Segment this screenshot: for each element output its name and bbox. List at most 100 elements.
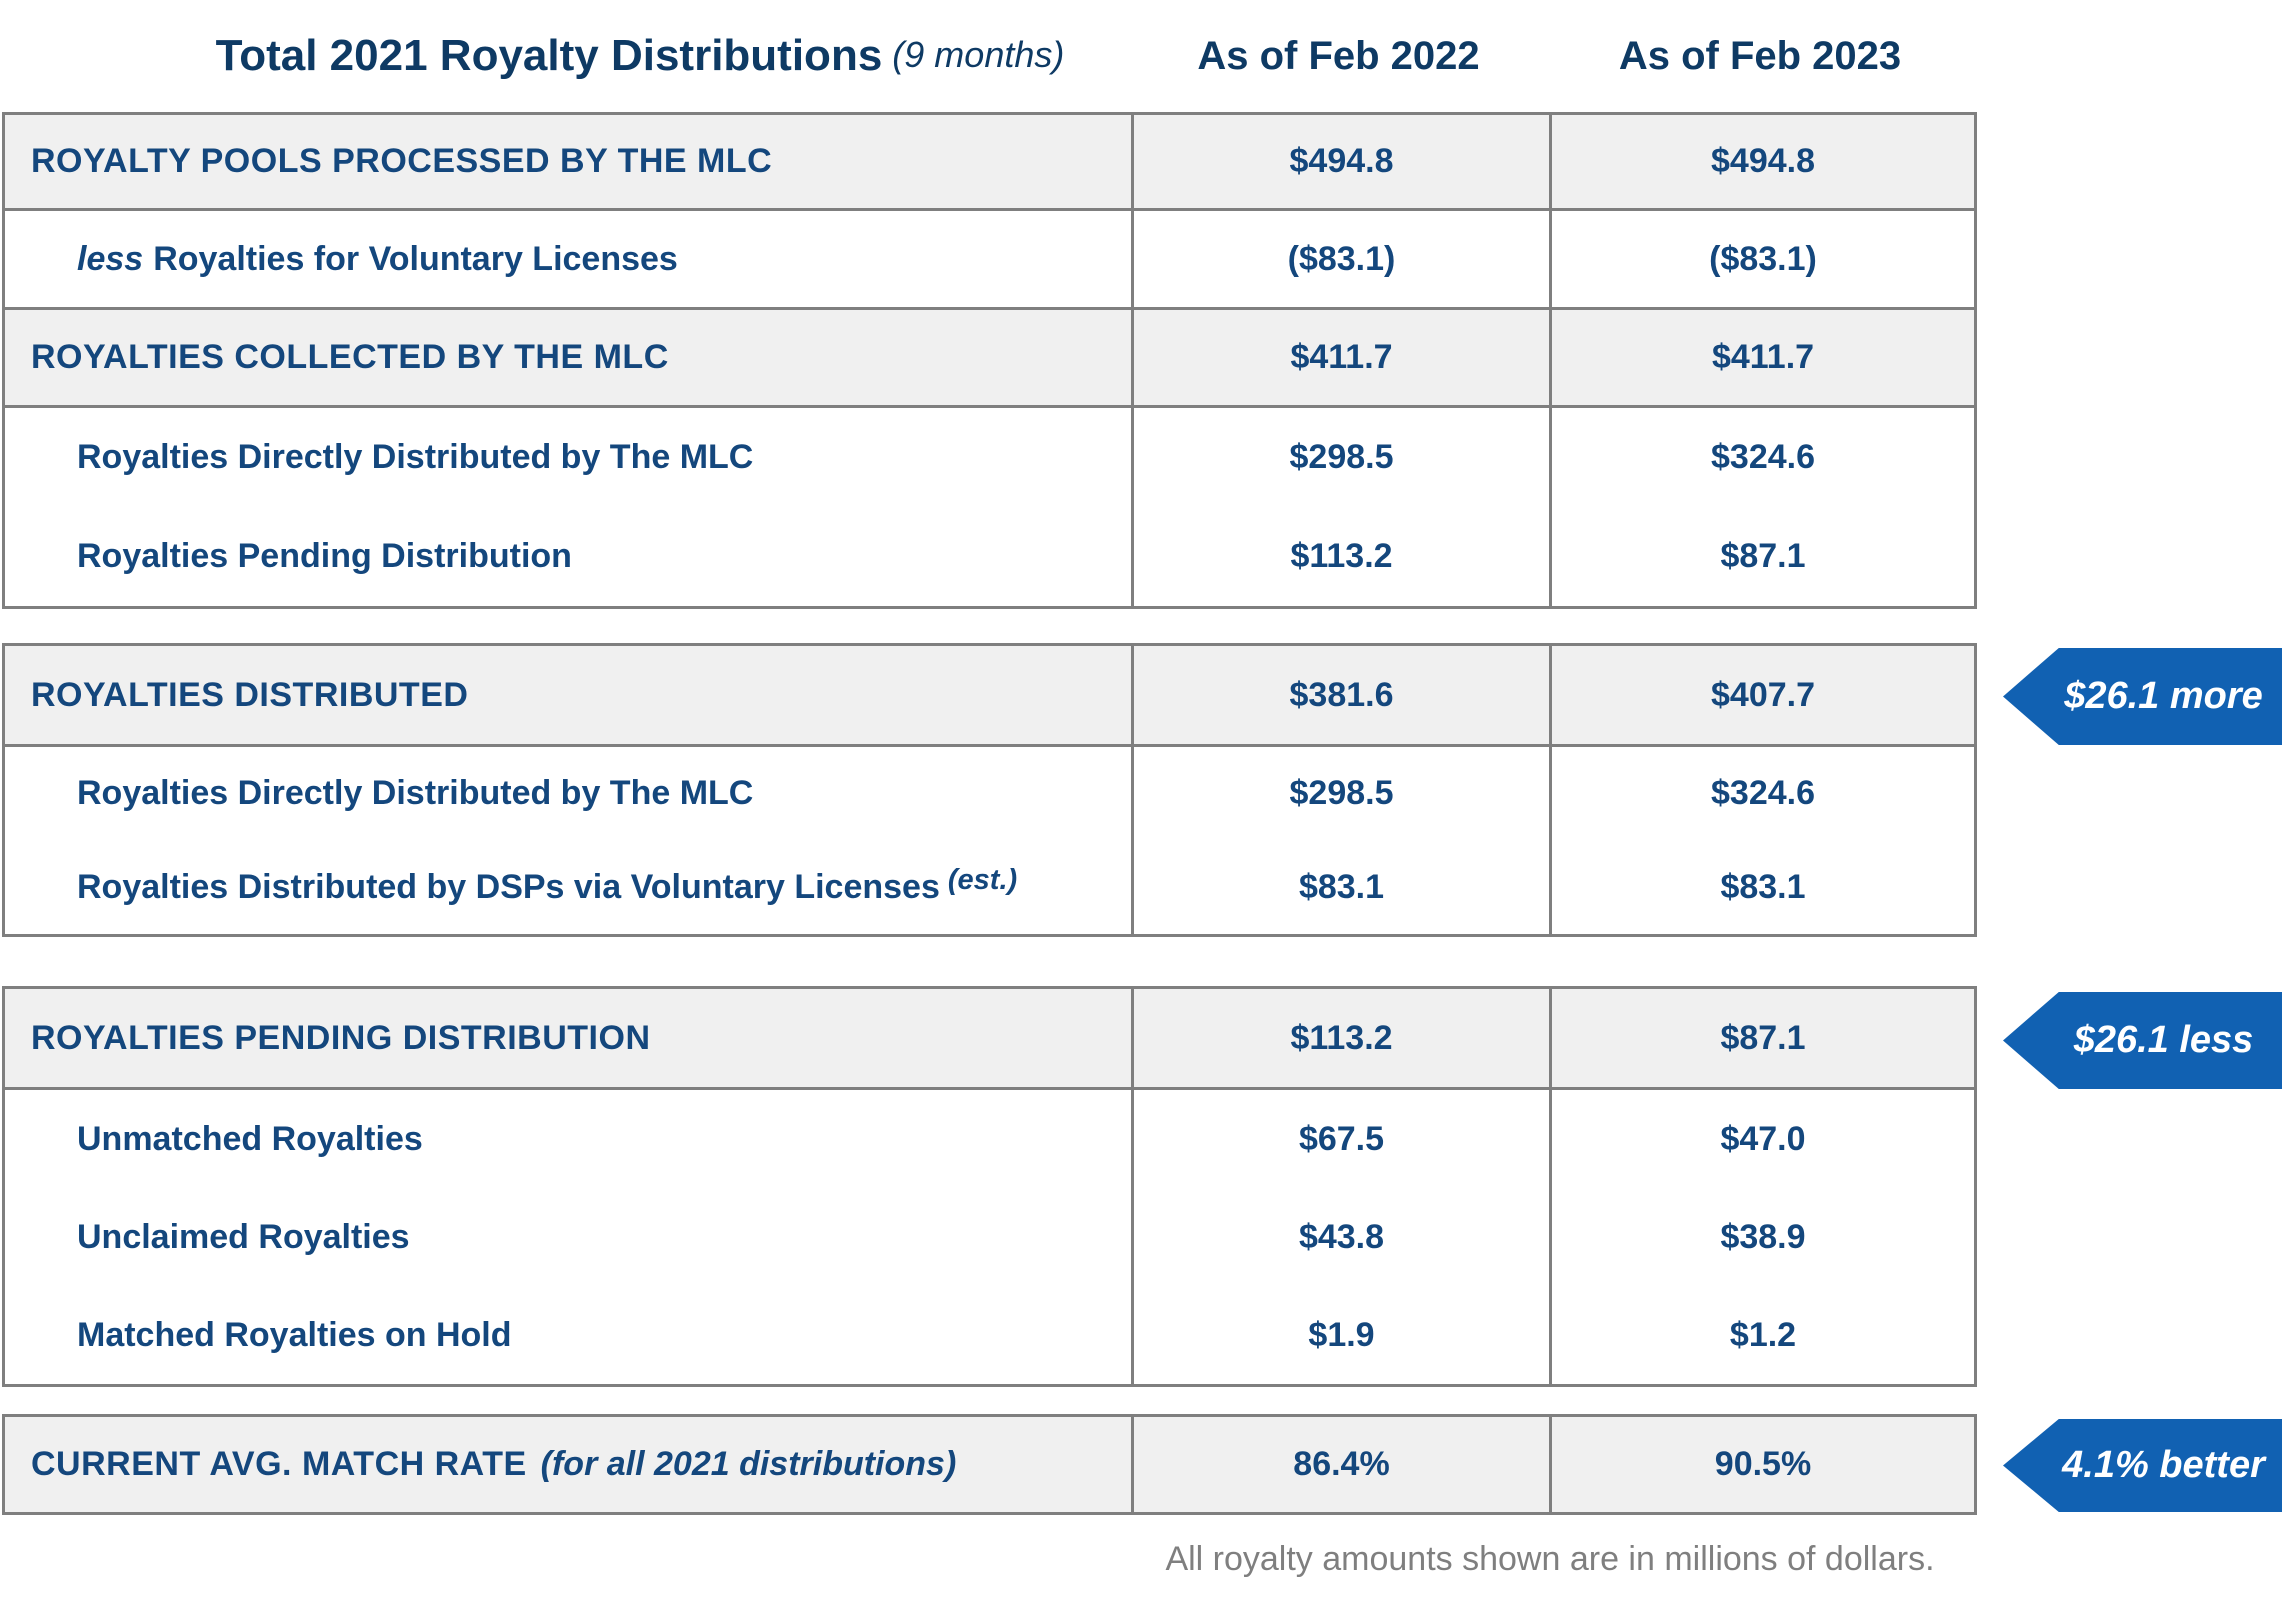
value-line: $38.9 xyxy=(1552,1188,1974,1286)
value-2023: $494.8 xyxy=(1711,142,1815,180)
value-cell-2022: $381.6 xyxy=(1131,646,1549,744)
value-line: $324.6 xyxy=(1552,408,1974,507)
value-2023: $407.7 xyxy=(1711,675,1815,714)
value-cell-2023: 90.5% xyxy=(1549,1417,1974,1512)
table-block-match-rate: CURRENT AVG. MATCH RATE (for all 2021 dis… xyxy=(2,1414,1977,1515)
footnote: All royalty amounts shown are in million… xyxy=(1165,1540,1935,1578)
value-cell-2022: $298.5 $113.2 xyxy=(1131,408,1549,606)
value-2022: $381.6 xyxy=(1289,675,1394,714)
value-2022: $411.7 xyxy=(1290,338,1393,376)
page-title-main: Total 2021 Royalty Distributions xyxy=(215,31,883,80)
value-cell-2022: ($83.1) xyxy=(1131,211,1549,307)
row-label-cell: Unmatched Royalties Unclaimed Royalties … xyxy=(5,1090,1131,1384)
table-rows-distributed-breakdown: Royalties Directly Distributed by The ML… xyxy=(5,744,1974,934)
value-2023: $87.1 xyxy=(1720,1018,1806,1057)
value-cell-2022: $411.7 xyxy=(1131,310,1549,405)
delta-badge-label: $26.1 less xyxy=(2073,1019,2254,1061)
table-rows-pending-breakdown: Unmatched Royalties Unclaimed Royalties … xyxy=(5,1087,1974,1384)
table-row-dsp-voluntary: Royalties Distributed by DSPs via Volunt… xyxy=(5,841,1131,935)
column-header-feb-2022: As of Feb 2022 xyxy=(1197,33,1480,78)
value-line: $83.1 xyxy=(1134,841,1549,935)
value-2023: 90.5% xyxy=(1714,1445,1812,1483)
value-cell-2023: ($83.1) xyxy=(1549,211,1974,307)
table-row-pending-distribution: Royalties Pending Distribution xyxy=(5,507,1131,606)
value-2022: $43.8 xyxy=(1298,1217,1385,1256)
delta-badge-label: $26.1 more xyxy=(2064,675,2263,717)
value-2022: 86.4% xyxy=(1293,1445,1390,1483)
value-cell-2023: $494.8 xyxy=(1549,115,1974,208)
value-2022: $67.5 xyxy=(1298,1119,1385,1158)
value-2023: $38.9 xyxy=(1720,1217,1806,1256)
value-cell-2022: $298.5 $83.1 xyxy=(1131,747,1549,934)
value-cell-2022: $67.5 $43.8 $1.9 xyxy=(1131,1090,1549,1384)
row-label-cell: ROYALTY POOLS PROCESSED BY THE MLC xyxy=(5,115,1131,208)
row-label: less Royalties for Voluntary Licenses xyxy=(5,240,678,279)
value-line: $298.5 xyxy=(1134,408,1549,507)
value-2022: $113.2 xyxy=(1290,1018,1393,1057)
row-label-est-note: (est.) xyxy=(947,863,1018,896)
table-row-matched-on-hold: Matched Royalties on Hold xyxy=(5,1286,1131,1384)
row-label: ROYALTIES DISTRIBUTED xyxy=(31,675,469,714)
row-label-cell: Royalties Directly Distributed by The ML… xyxy=(5,408,1131,606)
value-2022: $298.5 xyxy=(1289,438,1394,476)
column-header-feb-2023: As of Feb 2023 xyxy=(1618,33,1902,78)
value-line: $1.2 xyxy=(1552,1286,1974,1384)
value-line: $113.2 xyxy=(1134,507,1549,606)
table-rows-distributed-pending: Royalties Directly Distributed by The ML… xyxy=(5,405,1974,606)
value-line: $1.9 xyxy=(1134,1286,1549,1384)
row-label: Royalties Directly Distributed by The ML… xyxy=(77,438,754,476)
delta-badge-distributed-more: $26.1 more xyxy=(2003,648,2282,745)
table-row-pending-header: ROYALTIES PENDING DISTRIBUTION $113.2 $8… xyxy=(5,989,1974,1087)
row-label-cell: CURRENT AVG. MATCH RATE (for all 2021 dis… xyxy=(5,1417,1131,1512)
row-label-scope-note: (for all 2021 distributions) xyxy=(540,1445,957,1483)
row-label: Unmatched Royalties xyxy=(77,1119,423,1158)
value-2022: $494.8 xyxy=(1289,142,1394,180)
value-cell-2022: $113.2 xyxy=(1131,989,1549,1087)
row-label: Royalties Distributed by DSPs via Volunt… xyxy=(5,864,1017,907)
delta-badge-label: 4.1% better xyxy=(2062,1444,2265,1486)
table-row-directly-distributed: Royalties Directly Distributed by The ML… xyxy=(5,747,1131,841)
value-line: $87.1 xyxy=(1552,507,1974,606)
row-label: Unclaimed Royalties xyxy=(77,1217,410,1256)
value-2022: $1.9 xyxy=(1308,1315,1375,1354)
row-label-cell: ROYALTIES DISTRIBUTED xyxy=(5,646,1131,744)
value-cell-2023: $87.1 xyxy=(1549,989,1974,1087)
row-label-italic-prefix: less xyxy=(77,239,144,278)
row-label: Matched Royalties on Hold xyxy=(77,1315,512,1354)
table-block-royalty-pools: ROYALTY POOLS PROCESSED BY THE MLC $494.… xyxy=(2,112,1977,609)
value-2022: ($83.1) xyxy=(1287,239,1396,278)
header-row: Total 2021 Royalty Distributions (9 mont… xyxy=(2,0,1971,112)
value-line: $298.5 xyxy=(1134,747,1549,841)
value-2023: $324.6 xyxy=(1711,774,1815,813)
value-line: $43.8 xyxy=(1134,1188,1549,1286)
value-line: $67.5 xyxy=(1134,1090,1549,1188)
value-2023: $47.0 xyxy=(1720,1119,1806,1158)
table-row-unclaimed: Unclaimed Royalties xyxy=(5,1188,1131,1286)
table-block-pending-distribution: ROYALTIES PENDING DISTRIBUTION $113.2 $8… xyxy=(2,986,1977,1387)
value-line: $47.0 xyxy=(1552,1090,1974,1188)
table-row-royalty-pools-processed: ROYALTY POOLS PROCESSED BY THE MLC $494.… xyxy=(5,115,1974,208)
table-block-royalties-distributed: ROYALTIES DISTRIBUTED $381.6 $407.7 Roya… xyxy=(2,643,1977,937)
value-cell-2023: $411.7 xyxy=(1549,310,1974,405)
row-label-text: CURRENT AVG. MATCH RATE xyxy=(31,1445,527,1483)
value-cell-2022: 86.4% xyxy=(1131,1417,1549,1512)
value-2023: ($83.1) xyxy=(1709,239,1817,278)
row-label: Royalties Directly Distributed by The ML… xyxy=(77,774,754,813)
page-title: Total 2021 Royalty Distributions (9 mont… xyxy=(2,31,1128,81)
value-2023: $83.1 xyxy=(1720,867,1806,906)
row-label-cell: Royalties Directly Distributed by The ML… xyxy=(5,747,1131,934)
delta-badge-pending-less: $26.1 less xyxy=(2003,992,2282,1089)
value-cell-2023: $407.7 xyxy=(1549,646,1974,744)
value-2022: $113.2 xyxy=(1290,537,1393,575)
value-2023: $411.7 xyxy=(1711,338,1815,376)
page-title-suffix: (9 months) xyxy=(892,34,1065,75)
value-line: $83.1 xyxy=(1552,841,1974,935)
table-row-royalties-collected: ROYALTIES COLLECTED BY THE MLC $411.7 $4… xyxy=(5,307,1974,405)
delta-badge-match-rate-better: 4.1% better xyxy=(2003,1419,2282,1512)
value-cell-2022: $494.8 xyxy=(1131,115,1549,208)
row-label-text: Royalties Distributed by DSPs via Volunt… xyxy=(77,867,940,906)
row-label-text: Royalties for Voluntary Licenses xyxy=(153,239,678,278)
row-label: ROYALTY POOLS PROCESSED BY THE MLC xyxy=(31,142,773,180)
value-2022: $298.5 xyxy=(1289,774,1394,813)
